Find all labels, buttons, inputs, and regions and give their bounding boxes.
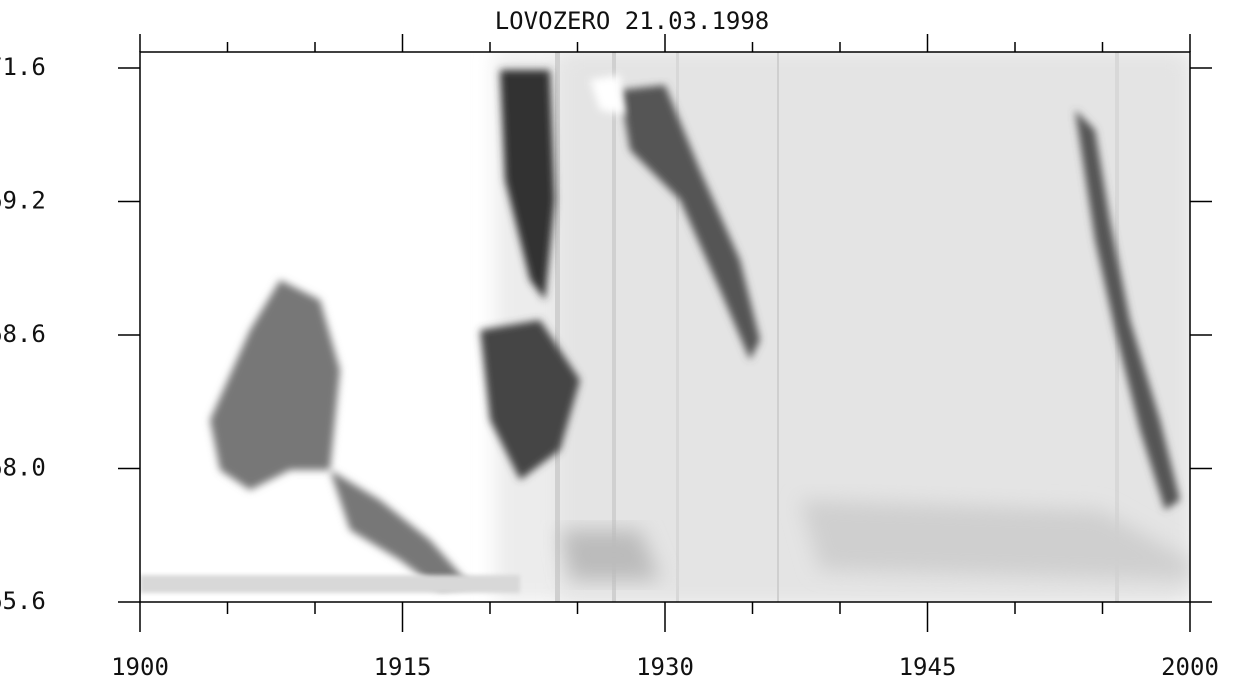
x-tick-label: 1930 bbox=[636, 653, 694, 681]
y-tick-label: 65.6 bbox=[0, 587, 46, 615]
y-tick-label: 69.2 bbox=[0, 187, 46, 215]
x-tick-label: 1945 bbox=[899, 653, 957, 681]
x-tick-label: 1900 bbox=[111, 653, 169, 681]
keogram-image bbox=[140, 52, 1190, 602]
x-tick-label: 1915 bbox=[374, 653, 432, 681]
y-tick-label: 68.6 bbox=[0, 320, 46, 348]
chart-title: LOVOZERO 21.03.1998 bbox=[495, 7, 770, 35]
y-tick-label: 71.6 bbox=[0, 53, 46, 81]
x-tick-label: 2000 bbox=[1161, 653, 1219, 681]
y-tick-label: 68.0 bbox=[0, 454, 46, 482]
